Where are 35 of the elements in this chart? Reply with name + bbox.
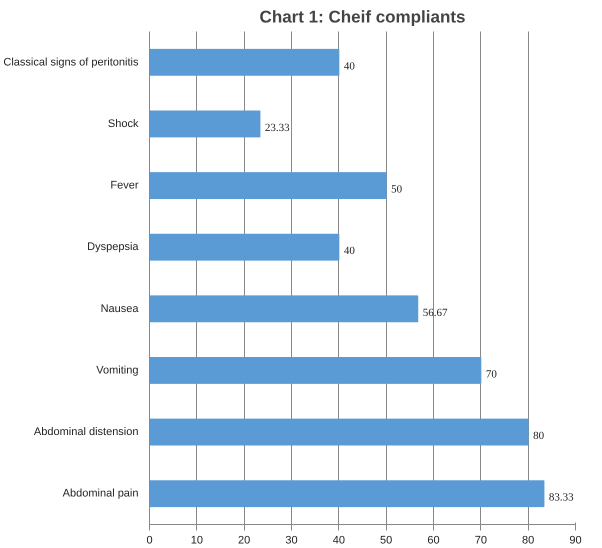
bar: [150, 418, 529, 446]
bar: [150, 295, 418, 322]
bar: [150, 234, 340, 261]
x-tick-label: 10: [190, 534, 203, 546]
y-tick-label: Abdominal pain: [62, 488, 139, 500]
y-tick-label: Classical signs of peritonitis: [3, 56, 139, 68]
y-tick-label: Nausea: [100, 302, 140, 315]
x-tick-label: 30: [285, 534, 298, 546]
data-label: 40: [344, 60, 356, 72]
x-tick-label: 70: [474, 534, 487, 546]
bar: [150, 172, 387, 200]
x-tick-label: 80: [522, 534, 534, 546]
chart-title: Chart 1: Cheif compliants: [260, 8, 466, 26]
bar: [150, 480, 544, 508]
data-label: 50: [391, 184, 403, 196]
y-tick-label: Fever: [110, 180, 139, 192]
x-tick-label: 50: [380, 534, 392, 546]
x-tick-label: 60: [427, 534, 440, 546]
data-label: 80: [533, 430, 545, 442]
y-tick-label: Shock: [108, 118, 139, 130]
x-tick-label: 40: [332, 534, 345, 546]
y-tick-label: Vomiting: [96, 364, 139, 376]
bar: [150, 356, 482, 384]
y-tick-label: Dyspepsia: [87, 241, 140, 254]
data-label: 83.33: [548, 492, 574, 504]
data-label: 70: [486, 368, 498, 380]
x-tick-label: 20: [238, 534, 250, 546]
bar: [150, 110, 260, 138]
data-label: 56.67: [422, 306, 448, 319]
data-label: 23.33: [264, 122, 290, 134]
y-tick-label: Abdominal distension: [34, 426, 139, 438]
x-tick-label: 90: [569, 534, 582, 546]
data-label: 40: [344, 245, 356, 258]
bar: [150, 48, 340, 76]
x-tick-label: 0: [146, 534, 153, 546]
